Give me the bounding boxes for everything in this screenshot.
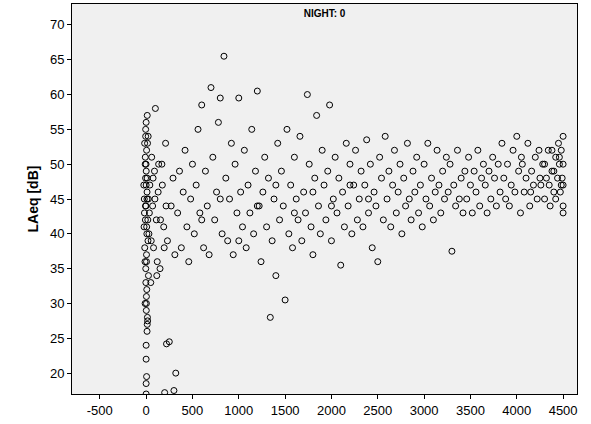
svg-text:1500: 1500	[271, 403, 300, 418]
svg-text:4000: 4000	[502, 403, 531, 418]
svg-text:2000: 2000	[317, 403, 346, 418]
svg-text:500: 500	[182, 403, 204, 418]
svg-text:70: 70	[50, 17, 64, 32]
svg-text:4500: 4500	[549, 403, 578, 418]
svg-text:35: 35	[50, 261, 64, 276]
svg-text:3500: 3500	[456, 403, 485, 418]
svg-text:65: 65	[50, 52, 64, 67]
svg-text:NIGHT: 0: NIGHT: 0	[304, 8, 346, 19]
svg-text:1000: 1000	[224, 403, 253, 418]
svg-text:40: 40	[50, 226, 64, 241]
svg-text:60: 60	[50, 87, 64, 102]
svg-text:LAeq [dB]: LAeq [dB]	[25, 166, 41, 233]
svg-text:2500: 2500	[363, 403, 392, 418]
svg-text:20: 20	[50, 366, 64, 381]
svg-text:30: 30	[50, 296, 64, 311]
svg-text:25: 25	[50, 331, 64, 346]
svg-text:-500: -500	[87, 403, 113, 418]
svg-text:0: 0	[143, 403, 150, 418]
svg-text:45: 45	[50, 192, 64, 207]
svg-text:55: 55	[50, 122, 64, 137]
svg-text:50: 50	[50, 157, 64, 172]
svg-text:3000: 3000	[410, 403, 439, 418]
